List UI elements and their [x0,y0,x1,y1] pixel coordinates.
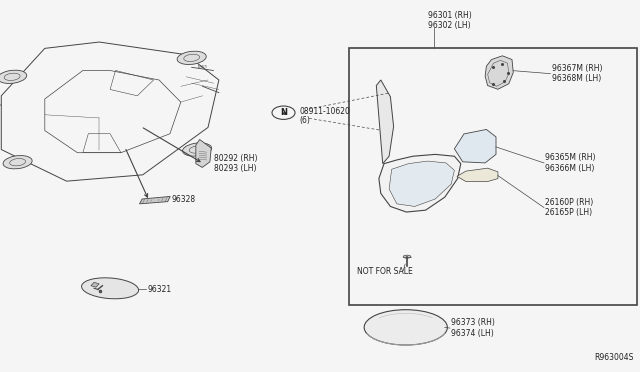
Ellipse shape [182,143,212,156]
Polygon shape [379,154,461,212]
Polygon shape [196,140,211,167]
Ellipse shape [177,51,206,64]
Text: R963004S: R963004S [594,353,634,362]
Polygon shape [454,129,496,163]
Text: 80292 (RH)
80293 (LH): 80292 (RH) 80293 (LH) [214,154,258,173]
Text: NOT FOR SALE: NOT FOR SALE [357,267,413,276]
Text: N: N [280,108,287,117]
Polygon shape [389,161,454,206]
Text: 96301 (RH)
96302 (LH): 96301 (RH) 96302 (LH) [428,11,471,30]
Text: 08911-10620: 08911-10620 [300,108,350,116]
Polygon shape [457,168,498,182]
Polygon shape [140,196,170,204]
Text: 96328: 96328 [172,195,196,204]
Polygon shape [485,56,513,89]
Ellipse shape [81,278,139,299]
Text: 96367M (RH)
96368M (LH): 96367M (RH) 96368M (LH) [552,64,602,83]
Text: 96321: 96321 [147,285,172,294]
Text: INFINITI: INFINITI [198,65,207,69]
Ellipse shape [364,310,447,345]
Bar [349,48,637,305]
Text: 96365M (RH)
96366M (LH): 96365M (RH) 96366M (LH) [545,153,596,173]
Polygon shape [376,80,394,164]
Text: (6): (6) [300,116,310,125]
Ellipse shape [3,155,32,169]
Ellipse shape [0,70,27,83]
Polygon shape [91,282,99,287]
Ellipse shape [403,255,411,258]
Text: 96373 (RH)
96374 (LH): 96373 (RH) 96374 (LH) [451,318,495,338]
Text: 26160P (RH)
26165P (LH): 26160P (RH) 26165P (LH) [545,198,593,217]
